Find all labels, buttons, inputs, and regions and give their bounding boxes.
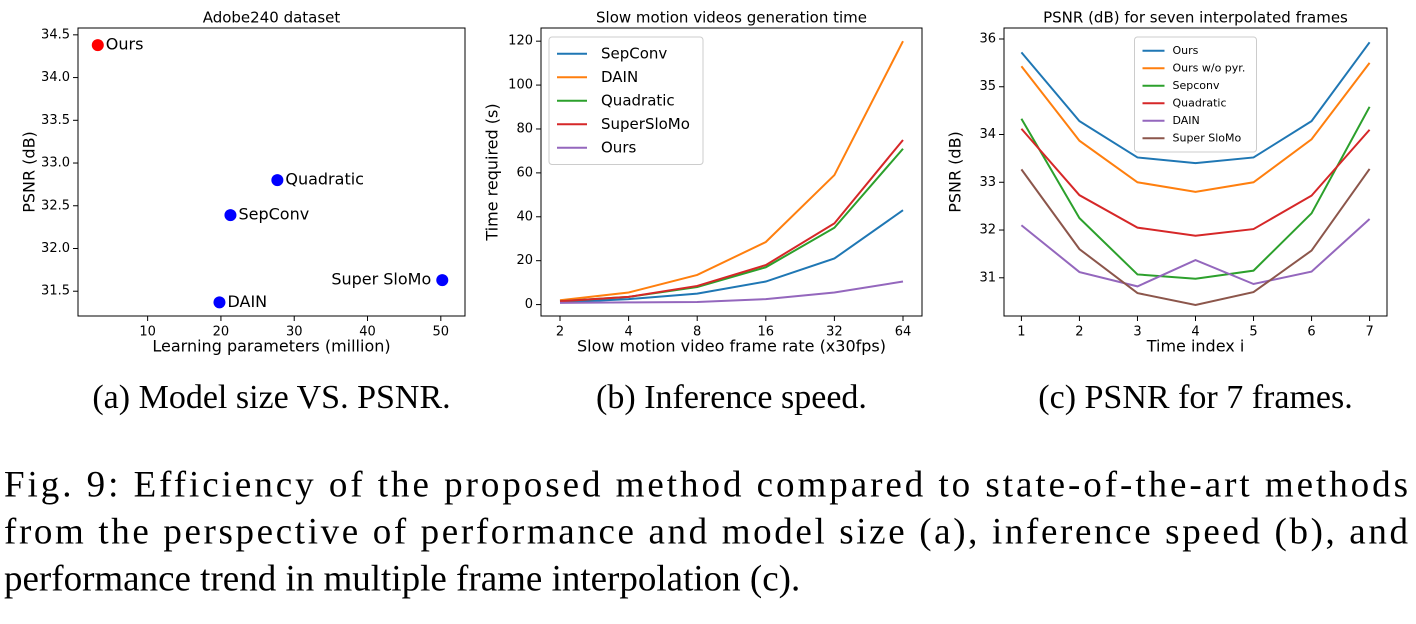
legend-label: Quadratic [1173, 96, 1227, 109]
y-tick-label: 31 [979, 270, 996, 285]
series-line [559, 148, 904, 303]
y-tick-label: 33 [979, 175, 996, 190]
y-tick-label: 60 [516, 165, 533, 180]
point-label: Ours [106, 35, 144, 54]
y-tick-label: 100 [508, 78, 533, 93]
x-axis-label: Time index i [1146, 337, 1245, 356]
x-tick-label: 32 [826, 325, 843, 340]
plot-frame [540, 27, 923, 317]
x-axis-label: Learning parameters (million) [152, 337, 390, 356]
legend-box [548, 36, 704, 165]
series-line [1020, 218, 1371, 288]
y-axis-label: PSNR (dB) [946, 131, 965, 213]
y-tick-label: 0 [525, 297, 533, 312]
subcaption: (a) Model size VS. PSNR. [92, 379, 450, 416]
point [436, 274, 449, 287]
y-tick-label: 32.0 [41, 241, 70, 256]
x-tick-label: 6 [1307, 325, 1315, 340]
x-tick-label: 10 [139, 325, 156, 340]
x-tick-label: 4 [624, 325, 632, 340]
legend-label: Ours [601, 138, 636, 156]
legend-label: Ours [1173, 44, 1199, 57]
legend-label: Quadratic [601, 91, 675, 109]
legend-box [1134, 36, 1257, 153]
y-tick-label: 32.5 [41, 198, 70, 213]
figure-caption: performance trend in multiple frame inte… [4, 558, 800, 599]
series-line [559, 209, 904, 304]
series-line [559, 280, 904, 304]
plot-frame [1003, 27, 1388, 317]
y-tick-label: 35 [979, 79, 996, 94]
legend-label: SuperSloMo [601, 115, 690, 133]
y-tick-label: 34.5 [41, 27, 70, 42]
point [213, 296, 226, 309]
y-tick-label: 32 [979, 223, 996, 238]
x-tick-label: 2 [556, 325, 564, 340]
point [224, 209, 237, 222]
subcaption: (c) PSNR for 7 frames. [1038, 379, 1352, 416]
x-tick-label: 5 [1249, 325, 1257, 340]
point-label: Quadratic [285, 170, 364, 189]
legend-label: SepConv [601, 44, 667, 62]
subcaption: (b) Inference speed. [596, 379, 867, 416]
plot-frame [77, 27, 466, 317]
x-tick-label: 16 [758, 325, 775, 340]
point-label: SepConv [238, 205, 309, 224]
x-tick-label: 40 [359, 325, 376, 340]
x-tick-label: 64 [895, 325, 912, 340]
series-line [1020, 62, 1371, 193]
x-tick-label: 4 [1191, 325, 1199, 340]
y-tick-label: 20 [516, 253, 533, 268]
x-tick-label: 3 [1133, 325, 1141, 340]
legend-label: DAIN [1173, 114, 1200, 127]
y-tick-label: 80 [516, 121, 533, 136]
legend-label: Super SloMo [1173, 131, 1242, 144]
figure-caption: from the perspective of performance and … [4, 511, 1409, 552]
x-tick-label: 2 [1075, 325, 1083, 340]
y-tick-label: 34.0 [41, 70, 70, 85]
legend-label: Sepconv [1173, 79, 1220, 92]
legend-label: Ours w/o pyr. [1173, 61, 1246, 74]
series-line [559, 40, 904, 302]
chart-title: Slow motion videos generation time [596, 9, 867, 27]
series-line [559, 139, 904, 303]
figure-caption: Fig. 9: Efficiency of the proposed metho… [4, 464, 1408, 505]
x-tick-label: 1 [1017, 325, 1025, 340]
point-label: DAIN [227, 292, 267, 311]
x-tick-label: 20 [213, 325, 230, 340]
point [271, 174, 284, 187]
x-axis-label: Slow motion video frame rate (x30fps) [577, 337, 886, 356]
x-tick-label: 30 [286, 325, 303, 340]
series-line [1020, 128, 1371, 237]
y-axis-label: Time required (s) [483, 103, 502, 241]
point [91, 39, 104, 52]
point-label: Super SloMo [331, 270, 431, 289]
x-tick-label: 8 [693, 325, 701, 340]
series-line [1020, 106, 1371, 280]
legend-label: DAIN [601, 68, 638, 86]
y-axis-label: PSNR (dB) [20, 131, 39, 213]
series-line [1020, 168, 1371, 307]
chart-title: Adobe240 dataset [203, 9, 341, 27]
chart-title: PSNR (dB) for seven interpolated frames [1043, 9, 1348, 27]
y-tick-label: 33.5 [41, 113, 70, 128]
y-tick-label: 120 [508, 34, 533, 49]
series-line [1020, 41, 1371, 165]
x-tick-label: 50 [433, 325, 450, 340]
y-tick-label: 36 [979, 31, 996, 46]
x-tick-label: 7 [1365, 325, 1373, 340]
y-tick-label: 31.5 [41, 284, 70, 299]
y-tick-label: 40 [516, 209, 533, 224]
y-tick-label: 34 [979, 127, 996, 142]
y-tick-label: 33.0 [41, 156, 70, 171]
